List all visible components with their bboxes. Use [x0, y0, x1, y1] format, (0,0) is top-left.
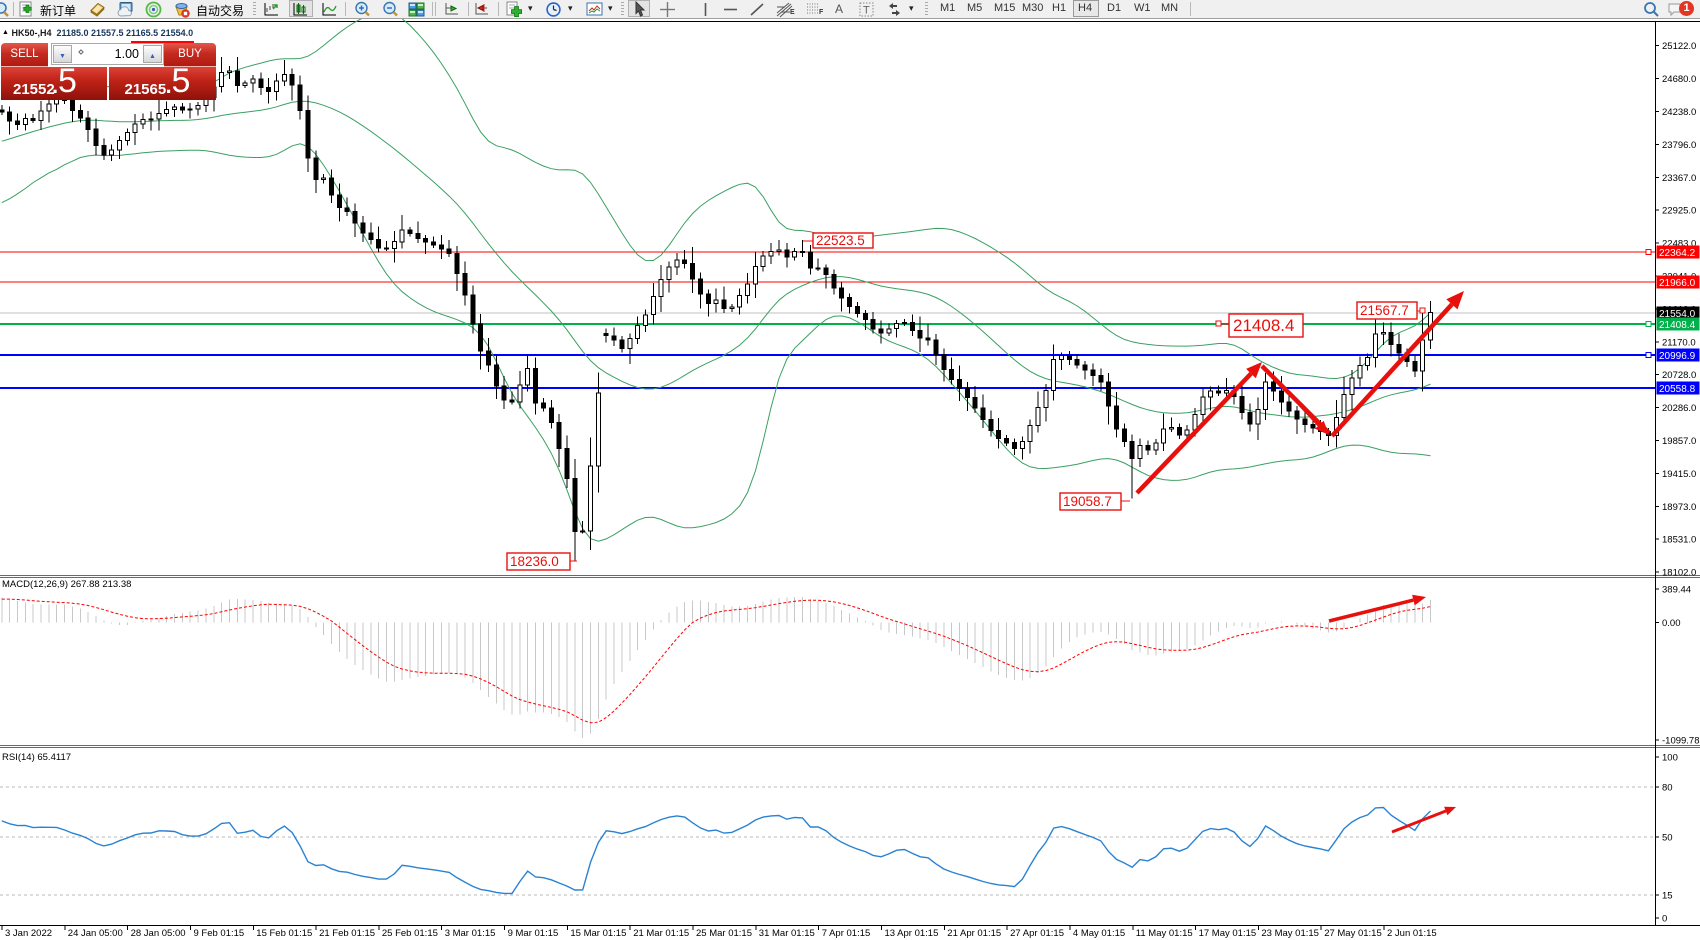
svg-text:28 Jan 05:00: 28 Jan 05:00 [131, 928, 186, 939]
svg-text:22925.0: 22925.0 [1662, 206, 1696, 217]
svg-text:7 Apr 01:15: 7 Apr 01:15 [822, 928, 871, 939]
svg-text:23796.0: 23796.0 [1662, 140, 1696, 151]
svg-text:24238.0: 24238.0 [1662, 107, 1696, 118]
svg-text:17 May 01:15: 17 May 01:15 [1199, 928, 1257, 939]
svg-text:20996.9: 20996.9 [1659, 351, 1696, 362]
svg-text:18102.0: 18102.0 [1662, 568, 1696, 579]
svg-text:25122.0: 25122.0 [1662, 41, 1696, 52]
svg-text:9 Feb 01:15: 9 Feb 01:15 [194, 928, 245, 939]
svg-text:21 Feb 01:15: 21 Feb 01:15 [319, 928, 375, 939]
svg-text:3 Jan 2022: 3 Jan 2022 [5, 928, 52, 939]
svg-text:20286.0: 20286.0 [1662, 403, 1696, 414]
svg-text:31 Mar 01:15: 31 Mar 01:15 [759, 928, 815, 939]
svg-text:13 Apr 01:15: 13 Apr 01:15 [885, 928, 939, 939]
svg-text:23367.0: 23367.0 [1662, 173, 1696, 184]
svg-text:T: T [863, 5, 870, 17]
svg-text:19857.0: 19857.0 [1662, 436, 1696, 447]
svg-text:21966.0: 21966.0 [1659, 278, 1696, 289]
svg-text:389.44: 389.44 [1662, 585, 1691, 596]
svg-text:11 May 01:15: 11 May 01:15 [1136, 928, 1193, 939]
svg-text:21408.4: 21408.4 [1233, 316, 1294, 335]
svg-text:9 Mar 01:15: 9 Mar 01:15 [508, 928, 559, 939]
svg-text:21170.0: 21170.0 [1662, 337, 1696, 348]
svg-text:20558.8: 20558.8 [1659, 384, 1696, 395]
svg-text:19058.7: 19058.7 [1063, 494, 1112, 509]
svg-text:0.00: 0.00 [1662, 618, 1681, 629]
svg-text:22483.0: 22483.0 [1662, 239, 1696, 250]
svg-text:0: 0 [1662, 914, 1667, 925]
svg-text:24680.0: 24680.0 [1662, 74, 1696, 85]
svg-text:MACD(12,26,9) 267.88 213.38: MACD(12,26,9) 267.88 213.38 [2, 579, 131, 590]
svg-text:23 May 01:15: 23 May 01:15 [1261, 928, 1319, 939]
svg-text:15 Feb 01:15: 15 Feb 01:15 [256, 928, 312, 939]
svg-text:15: 15 [1662, 891, 1673, 902]
svg-text:22364.2: 22364.2 [1659, 248, 1696, 259]
svg-text:15 Mar 01:15: 15 Mar 01:15 [570, 928, 626, 939]
svg-text:3 Mar 01:15: 3 Mar 01:15 [445, 928, 496, 939]
svg-text:RSI(14) 65.4117: RSI(14) 65.4117 [2, 752, 71, 763]
svg-text:19415.0: 19415.0 [1662, 469, 1696, 480]
svg-text:27 May 01:15: 27 May 01:15 [1324, 928, 1382, 939]
svg-text:21567.7: 21567.7 [1360, 303, 1409, 318]
svg-text:25 Mar 01:15: 25 Mar 01:15 [696, 928, 752, 939]
svg-text:2 Jun 01:15: 2 Jun 01:15 [1387, 928, 1437, 939]
svg-text:24 Jan 05:00: 24 Jan 05:00 [68, 928, 123, 939]
svg-text:4 May 01:15: 4 May 01:15 [1073, 928, 1125, 939]
svg-text:21408.4: 21408.4 [1659, 320, 1696, 331]
svg-text:25 Feb 01:15: 25 Feb 01:15 [382, 928, 438, 939]
svg-text:21 Mar 01:15: 21 Mar 01:15 [633, 928, 689, 939]
svg-text:100: 100 [1662, 753, 1678, 764]
svg-text:27 Apr 01:15: 27 Apr 01:15 [1010, 928, 1064, 939]
svg-text:21 Apr 01:15: 21 Apr 01:15 [947, 928, 1001, 939]
svg-text:-1099.78: -1099.78 [1662, 736, 1700, 747]
svg-text:22523.5: 22523.5 [816, 233, 865, 248]
svg-text:80: 80 [1662, 783, 1673, 794]
svg-text:18531.0: 18531.0 [1662, 535, 1696, 546]
svg-text:21554.0: 21554.0 [1659, 309, 1696, 320]
svg-text:18236.0: 18236.0 [510, 554, 559, 569]
svg-text:20728.0: 20728.0 [1662, 370, 1696, 381]
svg-text:18973.0: 18973.0 [1662, 502, 1696, 513]
svg-text:50: 50 [1662, 833, 1673, 844]
